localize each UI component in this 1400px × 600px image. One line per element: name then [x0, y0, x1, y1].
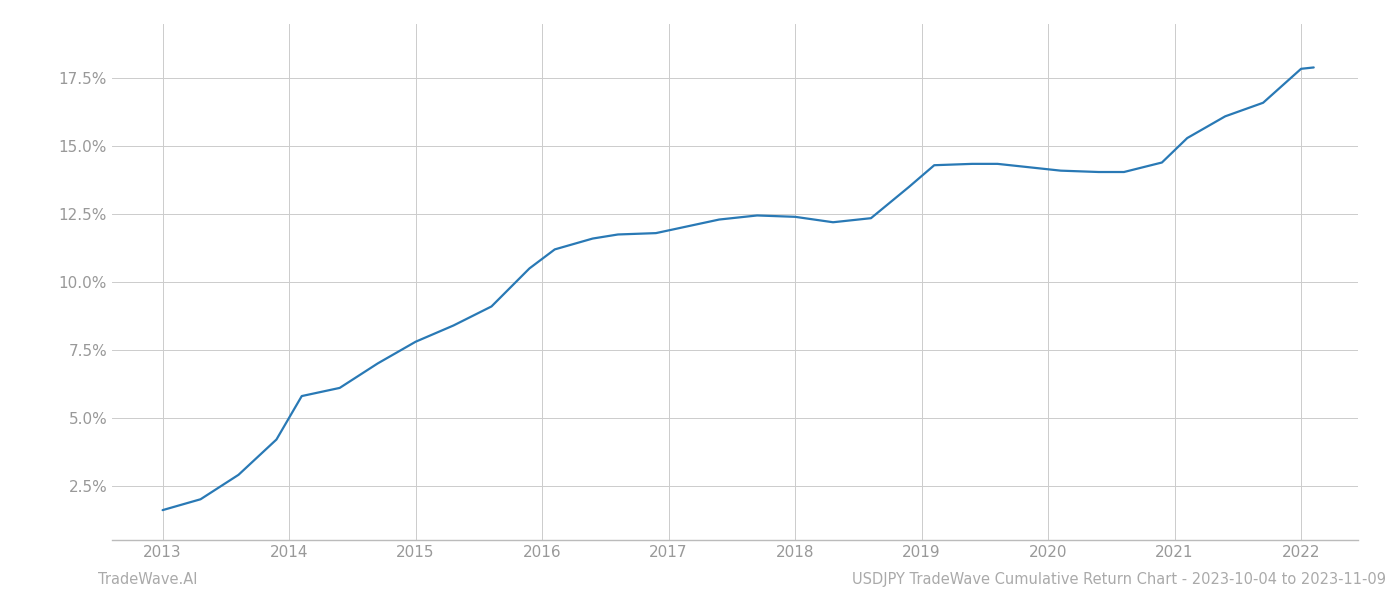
Text: TradeWave.AI: TradeWave.AI [98, 572, 197, 587]
Text: USDJPY TradeWave Cumulative Return Chart - 2023-10-04 to 2023-11-09: USDJPY TradeWave Cumulative Return Chart… [853, 572, 1386, 587]
